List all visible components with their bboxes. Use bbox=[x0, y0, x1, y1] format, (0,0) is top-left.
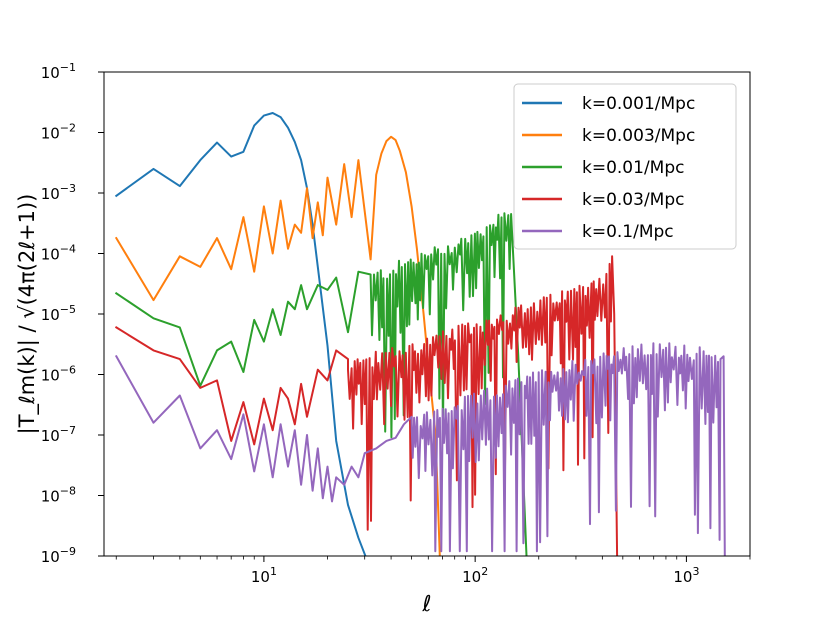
legend: k=0.001/Mpc k=0.003/Mpc k=0.01/Mpc k=0.03/M… bbox=[513, 83, 737, 250]
y-tick-label: 10−3 bbox=[41, 182, 76, 203]
legend-label-k-0p001-mpc: k=0.001/Mpc bbox=[582, 94, 695, 114]
series-line-k-0p001-mpc bbox=[114, 112, 367, 556]
x-axis-label: ℓ bbox=[421, 592, 431, 617]
legend-label-k-0p01-mpc: k=0.01/Mpc bbox=[582, 158, 684, 178]
series-line-k-0p03-mpc bbox=[114, 255, 619, 556]
y-tick-label: 10−5 bbox=[41, 303, 76, 324]
series-line-k-0p1-mpc bbox=[114, 342, 726, 556]
y-tick-label: 10−4 bbox=[41, 243, 76, 264]
legend-label-k-0p003-mpc: k=0.003/Mpc bbox=[582, 126, 695, 146]
y-tick-label: 10−7 bbox=[41, 424, 76, 445]
y-tick-label: 10−1 bbox=[41, 61, 76, 82]
y-axis: 10−1 10−2 10−3 10−4 10−5 10−6 10−7 10−8 10−9 bbox=[41, 61, 104, 566]
legend-box bbox=[513, 83, 737, 250]
legend-label-k-0p03-mpc: k=0.03/Mpc bbox=[582, 190, 684, 210]
legend-label-k-0p1-mpc: k=0.1/Mpc bbox=[582, 222, 674, 242]
y-tick-label: 10−9 bbox=[41, 545, 76, 566]
y-tick-label: 10−8 bbox=[41, 485, 76, 506]
series-line-k-0p01-mpc bbox=[114, 212, 528, 556]
x-tick-label: 101 bbox=[251, 565, 277, 586]
x-tick-label: 102 bbox=[462, 565, 488, 586]
y-tick-label: 10−2 bbox=[41, 122, 76, 143]
x-axis: 101 102 103 bbox=[115, 556, 751, 586]
plot-series bbox=[114, 112, 726, 556]
y-tick-label: 10−6 bbox=[41, 364, 76, 385]
x-tick-label: 103 bbox=[673, 565, 699, 586]
series-line-k-0p003-mpc bbox=[114, 135, 441, 556]
y-axis-label: |T_ℓm(k)| / √(4π(2ℓ+1)) bbox=[15, 194, 40, 435]
